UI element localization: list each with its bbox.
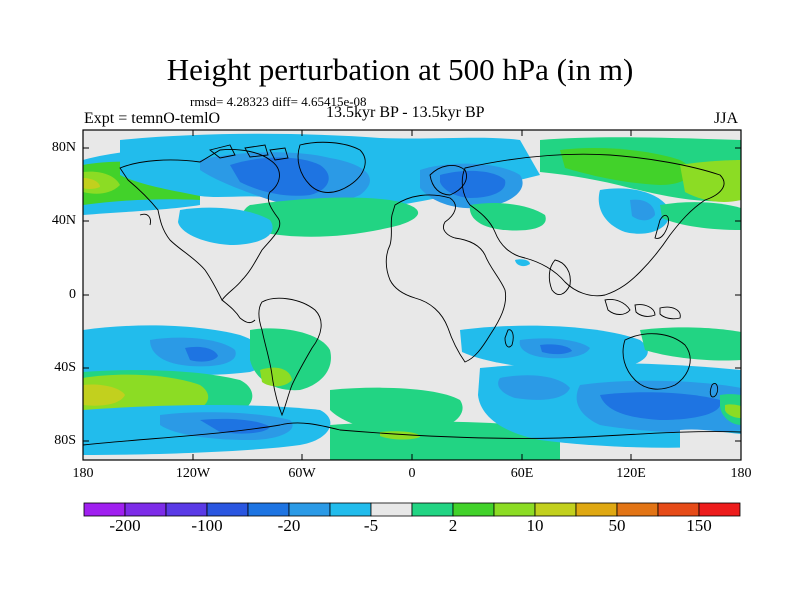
colorbar-swatch: [329, 502, 372, 517]
colorbar-swatch: [288, 502, 331, 517]
greenland-coast: [297, 141, 366, 193]
colorbar-swatch: [493, 502, 536, 517]
colorbar-label: 150: [686, 516, 712, 535]
colorbar-swatch: [575, 502, 618, 517]
lon-label-180w: 180: [72, 466, 94, 481]
colorbar-label: 50: [608, 516, 626, 535]
lat-label-80s: 80S: [54, 433, 76, 448]
africa-europe-coast: [385, 194, 507, 363]
lat-label-40n: 40N: [51, 213, 76, 228]
map-panel: [83, 130, 741, 460]
south-america-coast: [258, 297, 322, 417]
colorbar-swatch: [165, 502, 208, 517]
colorbar-swatch: [452, 502, 495, 517]
season-label: JJA: [714, 110, 739, 127]
lon-label-180e: 180: [730, 466, 752, 481]
colorbar-swatch: [370, 502, 413, 517]
colorbar-swatch: [616, 502, 659, 517]
lat-label-40s: 40S: [54, 360, 76, 375]
experiment-label: Expt = temnO-temlO: [84, 110, 221, 127]
colorbar-label: -200: [109, 516, 141, 535]
lon-label-60w: 60W: [288, 466, 316, 481]
colorbar-swatch: [206, 502, 249, 517]
colorbar-swatch: [124, 502, 167, 517]
lat-label-80n: 80N: [51, 140, 76, 155]
colorbar-swatch: [247, 502, 290, 517]
southern-contours: [83, 325, 741, 460]
australia-coast: [622, 333, 691, 390]
colorbar-swatch: [657, 502, 700, 517]
lon-label-0: 0: [408, 466, 416, 481]
colorbar-label: -5: [363, 516, 379, 535]
plot-title: Height perturbation at 500 hPa (in m): [166, 52, 634, 87]
asia-coast: [461, 153, 725, 297]
axis-ticks: [82, 130, 742, 460]
colorbar-swatch: [411, 502, 454, 517]
lon-label-120w: 120W: [175, 466, 211, 481]
north-america-coast: [119, 149, 281, 301]
colorbar-swatch: [534, 502, 577, 517]
colorbar-swatch: [83, 502, 126, 517]
lat-label-0: 0: [69, 287, 76, 302]
colorbar-label: 2: [448, 516, 458, 535]
period-label: 13.5kyr BP - 13.5kyr BP: [326, 104, 485, 121]
colorbar-label: -100: [191, 516, 223, 535]
lon-label-120e: 120E: [616, 466, 646, 481]
lon-label-60e: 60E: [510, 466, 534, 481]
colorbar-swatch: [698, 502, 741, 517]
colorbar: [83, 502, 741, 517]
scandinavia-coast: [429, 164, 467, 196]
stats-label: rmsd= 4.28323 diff= 4.65415e-08: [190, 94, 367, 109]
colorbar-label: -20: [277, 516, 301, 535]
antarctica-coast: [83, 422, 741, 446]
colorbar-label: 10: [526, 516, 544, 535]
coastlines: [83, 141, 741, 446]
